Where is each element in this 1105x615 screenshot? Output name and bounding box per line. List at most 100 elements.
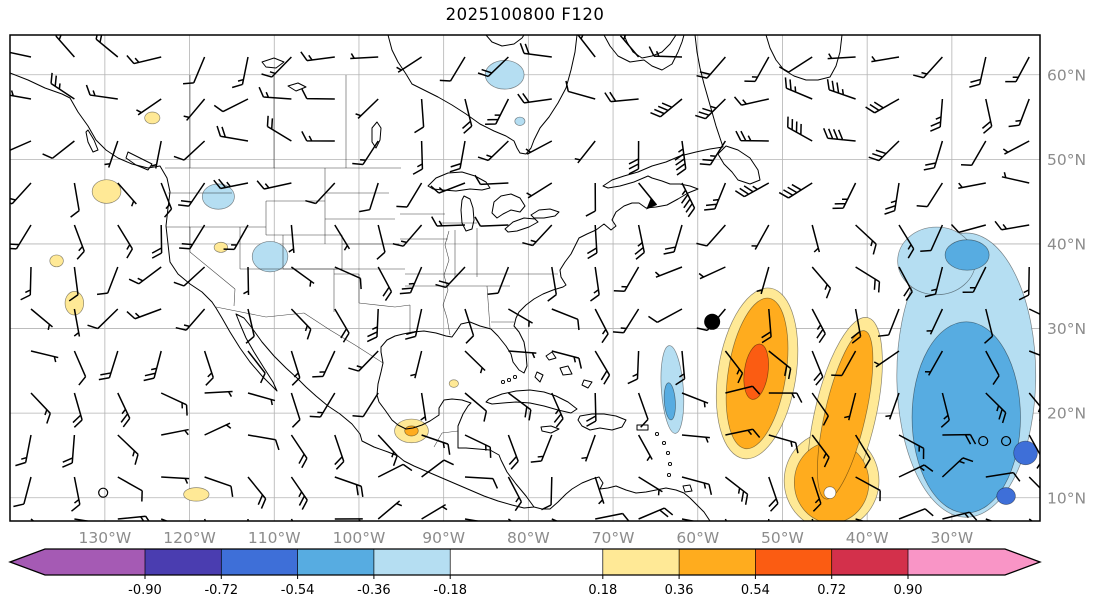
wind-barb (951, 216, 985, 234)
wind-barb (636, 477, 662, 496)
barb-staff (25, 519, 56, 548)
barb-staff (205, 392, 233, 398)
border-line (444, 260, 449, 275)
wind-barb (355, 95, 379, 118)
island-dot (662, 441, 665, 444)
wind-barb (327, 309, 352, 342)
wind-barb (65, 477, 81, 511)
barb-staff (111, 435, 141, 465)
border-line (234, 289, 235, 306)
barb-staff (461, 435, 495, 458)
barb-staff (804, 309, 828, 343)
anomaly-region (449, 380, 458, 388)
wind-barb (412, 99, 424, 133)
wind-barb (518, 90, 552, 104)
barb-staff (301, 48, 335, 62)
barb-staff (575, 25, 603, 57)
colorbar-segment (603, 549, 679, 575)
wind-barb (0, 132, 31, 154)
wind-barb (586, 225, 597, 259)
coastline-path (388, 35, 577, 154)
colorbar-tick-label: 0.36 (665, 583, 694, 598)
wind-barb (161, 430, 189, 440)
wind-barb (586, 267, 600, 301)
barb-staff (760, 477, 780, 511)
wind-barb (700, 136, 726, 169)
barb-staff (367, 309, 378, 342)
barb-staff (930, 98, 942, 132)
wind-barb (587, 351, 612, 384)
barb-staff (475, 216, 508, 227)
wind-barb (144, 349, 162, 383)
wind-barb (969, 55, 985, 89)
barb-staff (885, 182, 899, 216)
barb-staff (456, 99, 473, 133)
colorbar-tick-label: 0.90 (894, 583, 923, 598)
barb-staff (152, 183, 173, 217)
wind-barb (531, 431, 552, 465)
border-line (190, 252, 235, 289)
barb-staff (563, 81, 597, 99)
wind-barb (43, 134, 75, 162)
barb-staff (286, 225, 294, 253)
anomaly-region (145, 112, 160, 124)
barb-staff (0, 132, 31, 154)
wind-barb (215, 126, 249, 141)
colorbar-tick-label: -0.36 (357, 583, 391, 598)
barb-staff (917, 178, 943, 211)
barb-staff (462, 351, 486, 374)
wind-barb (348, 344, 378, 374)
wind-barb (302, 131, 335, 141)
barb-staff (531, 431, 552, 465)
wind-barb (930, 98, 942, 132)
wind-barb (97, 264, 118, 298)
coastline-path (683, 485, 692, 492)
barb-staff (2, 177, 31, 208)
wind-barb (488, 264, 509, 298)
barb-staff (161, 477, 189, 484)
wind-barb (485, 95, 508, 129)
wind-barb (0, 84, 33, 99)
barb-staff (700, 136, 726, 169)
wind-barb (13, 475, 31, 509)
barb-staff (680, 393, 708, 408)
colorbar-segment (832, 549, 908, 575)
wind-barb (605, 90, 639, 103)
wind-barb (243, 267, 248, 295)
wind-barb (284, 477, 311, 510)
barb-staff (803, 351, 824, 385)
wind-barb (698, 262, 726, 278)
wind-barb (66, 351, 88, 385)
wind-barb (525, 179, 551, 198)
wind-barb (751, 223, 769, 250)
barb-staff (961, 136, 986, 169)
wind-barb (369, 225, 386, 259)
wind-barb (629, 225, 645, 259)
barb-staff (744, 52, 768, 85)
wind-barb (371, 435, 400, 466)
barb-staff (179, 220, 204, 253)
barb-staff (239, 519, 249, 552)
lat-tick-label: 60°N (1047, 66, 1086, 84)
barb-staff (696, 219, 725, 250)
barb-staff (1002, 137, 1029, 154)
wind-barb (241, 477, 269, 509)
wind-barb (803, 351, 824, 385)
wind-barb (682, 435, 710, 443)
barb-staff (464, 477, 497, 488)
wind-barb (2, 177, 31, 208)
wind-barb (871, 52, 899, 62)
wind-barb (263, 116, 296, 141)
barb-staff (30, 351, 58, 362)
barb-staff (459, 393, 490, 422)
weather-map-figure: 2025100800 F120 60°N50°N40°N30°N20°N10°N… (0, 0, 1105, 615)
wind-barb (575, 25, 603, 57)
barb-staff (450, 139, 465, 173)
wind-barb (258, 87, 292, 99)
wind-barb (461, 435, 495, 458)
wind-barb (396, 178, 421, 211)
wind-barb (370, 267, 394, 301)
island-dot (501, 380, 504, 383)
barb-staff (331, 225, 350, 251)
wind-barb (176, 303, 205, 334)
